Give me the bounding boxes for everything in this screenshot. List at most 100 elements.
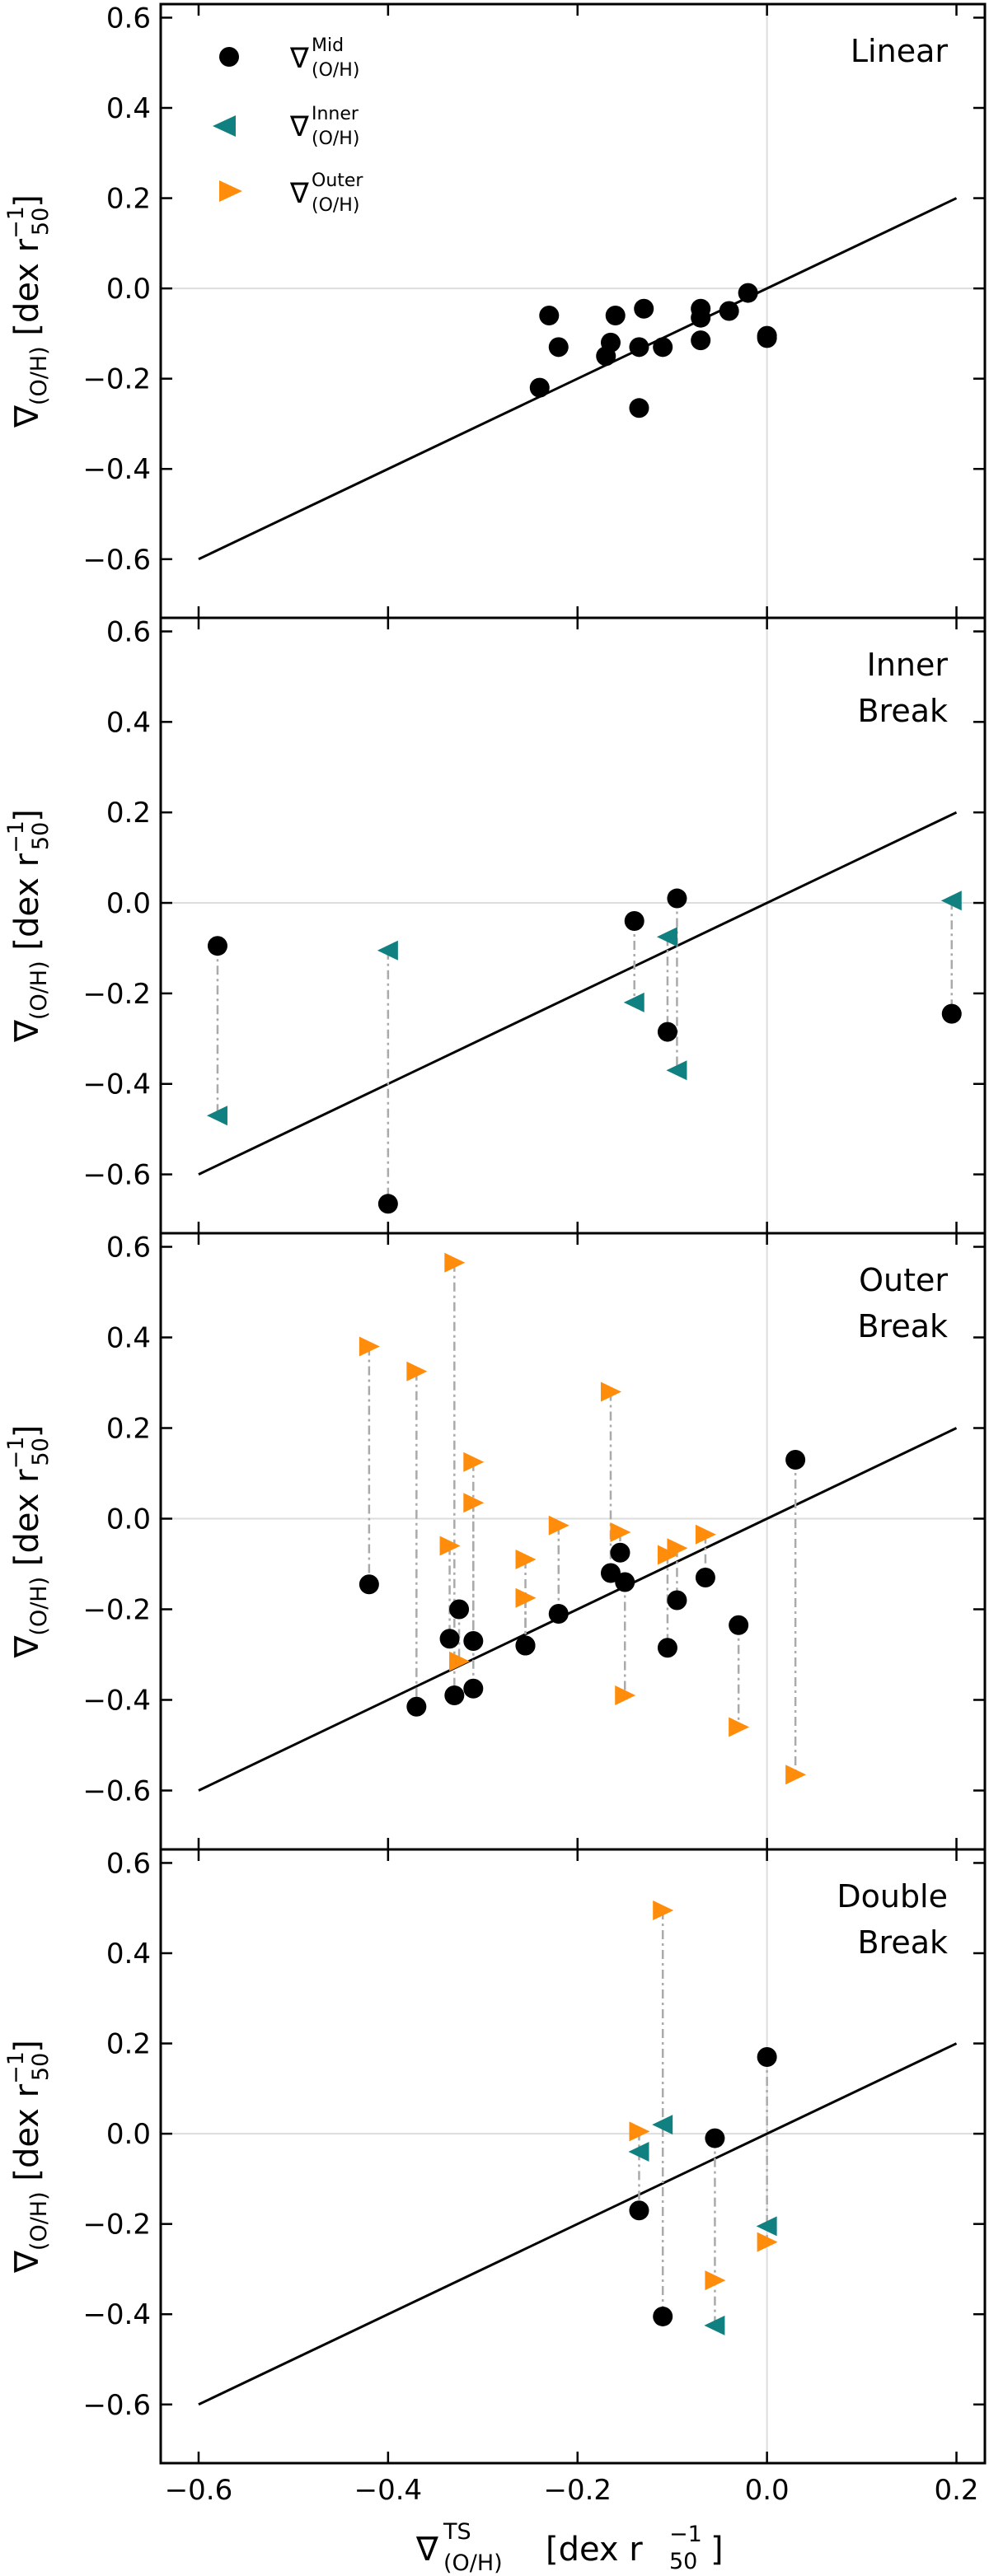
y-tick-label: −0.4: [82, 453, 151, 486]
inner-point: [940, 891, 962, 911]
y-axis-label-part: ∇: [8, 1020, 46, 1043]
x-tick-label: −0.2: [543, 2474, 612, 2507]
one-to-one-line: [198, 197, 958, 561]
mid-point: [515, 1635, 536, 1656]
y-tick-label: −0.2: [82, 978, 151, 1011]
legend-sup-inner: Inner: [312, 104, 359, 124]
y-axis-label-part: ]: [8, 194, 46, 208]
y-axis-label: ∇(O/H) [dex r−150]: [3, 194, 54, 428]
mid-point: [691, 307, 711, 328]
inner-point: [666, 1060, 687, 1081]
outer-point: [463, 1493, 485, 1513]
one-to-one-line: [198, 1427, 958, 1792]
y-axis-label-part: −1: [3, 820, 29, 853]
panel-title: Break: [857, 693, 948, 729]
y-tick-label: 0.2: [106, 1413, 151, 1446]
legend-marker-inner: [213, 115, 236, 137]
legend-sub-outer: (O/H): [312, 195, 359, 216]
y-tick-label: 0.4: [106, 1322, 151, 1355]
y-tick-label: −0.4: [82, 2298, 151, 2331]
mid-point: [705, 2128, 725, 2148]
mid-point: [629, 2200, 649, 2221]
y-tick-label: −0.6: [82, 1775, 151, 1808]
inner-point: [756, 2216, 777, 2237]
y-axis-label-part: [dex r: [8, 853, 46, 961]
y-tick-label: 0.6: [106, 1847, 151, 1880]
legend-nabla-inner: ∇: [289, 110, 309, 143]
one-to-one-line: [198, 2042, 958, 2406]
y-tick-label: −0.4: [82, 1068, 151, 1101]
mid-point: [624, 911, 644, 932]
x-tick-label: −0.4: [354, 2474, 423, 2507]
y-axis-label-part: 50: [28, 822, 54, 850]
y-axis-label-part: [dex r: [8, 2083, 46, 2191]
inner-point: [206, 1106, 227, 1126]
y-axis-label-part: (O/H): [26, 346, 52, 405]
outer-point: [406, 1361, 428, 1382]
x-axis-label-unit-sub: 50: [669, 2549, 697, 2574]
outer-point: [610, 1522, 631, 1542]
outer-point: [695, 1524, 716, 1545]
plot-frame: [159, 1848, 987, 2465]
y-tick-label: 0.0: [106, 2118, 151, 2151]
plot-frame: [159, 2, 987, 619]
mid-point: [463, 1678, 484, 1699]
inner-point: [377, 940, 398, 961]
y-axis-label-part: 50: [28, 2053, 54, 2081]
outer-point: [359, 1336, 380, 1357]
legend-marker-outer: [219, 180, 242, 202]
x-axis-label-nabla: ∇: [415, 2531, 438, 2569]
y-axis-label-part: (O/H): [26, 961, 52, 1020]
outer-point: [449, 1651, 471, 1671]
outer-point: [600, 1382, 621, 1402]
y-tick-label: 0.6: [106, 1232, 151, 1265]
mid-point: [691, 330, 711, 351]
mid-point: [785, 1450, 806, 1470]
y-tick-label: 0.6: [106, 615, 151, 648]
mid-point: [548, 1604, 569, 1624]
x-axis-label-unit-sup: −1: [669, 2522, 702, 2547]
y-axis-label: ∇(O/H) [dex r−150]: [3, 2040, 54, 2274]
mid-point: [377, 1194, 398, 1214]
panel-double-break: −0.6 −0.4 −0.2 0.0 0.2 0.4 0.6 −0.6 −0.4 −0.2 0.0 0…: [3, 1847, 987, 2507]
one-to-one-line: [198, 811, 958, 1176]
panel-title: Inner: [867, 647, 949, 683]
inner-point: [628, 2142, 649, 2162]
outer-point: [515, 1550, 537, 1569]
legend-marker-mid: [219, 47, 239, 67]
mid-point: [359, 1574, 379, 1595]
y-axis-label-part: −1: [3, 2051, 29, 2084]
mid-point: [657, 1638, 677, 1658]
legend-entry-outer: ∇ Outer (O/H): [219, 171, 363, 216]
mid-point: [667, 1590, 687, 1611]
mid-point: [539, 305, 560, 325]
y-axis-label-part: [dex r: [8, 1469, 46, 1577]
mid-point: [667, 888, 687, 909]
y-tick-label: 0.2: [106, 2028, 151, 2061]
mid-point: [738, 283, 758, 303]
y-tick-label: −0.2: [82, 363, 151, 396]
y-axis-label-part: ∇: [8, 405, 46, 428]
y-tick-label: −0.2: [82, 2209, 151, 2242]
y-axis-label-part: 50: [28, 1438, 54, 1466]
legend-nabla-mid: ∇: [289, 42, 309, 75]
inner-point: [623, 992, 644, 1012]
y-tick-label: 0.0: [106, 887, 151, 920]
x-axis-label-sup: TS: [443, 2519, 471, 2545]
mid-point: [757, 328, 777, 348]
mid-point: [695, 1568, 715, 1587]
outer-point: [667, 1538, 688, 1559]
mid-point: [629, 398, 649, 418]
x-tick-label: 0.0: [745, 2474, 790, 2507]
legend: ∇ Mid (O/H) ∇ Inner (O/H) ∇ Outer (O/H): [213, 35, 363, 216]
y-axis-label: ∇(O/H) [dex r−150]: [3, 1425, 54, 1659]
mid-point: [207, 936, 227, 956]
y-tick-label: 0.2: [106, 797, 151, 830]
y-axis-label-part: −1: [3, 206, 29, 239]
y-tick-label: 0.0: [106, 1503, 151, 1536]
y-axis-label-part: [dex r: [8, 238, 46, 346]
y-axis-label-part: ∇: [8, 1635, 46, 1658]
y-axis-label-part: ∇: [8, 2251, 46, 2274]
y-tick-label: −0.6: [82, 544, 151, 577]
